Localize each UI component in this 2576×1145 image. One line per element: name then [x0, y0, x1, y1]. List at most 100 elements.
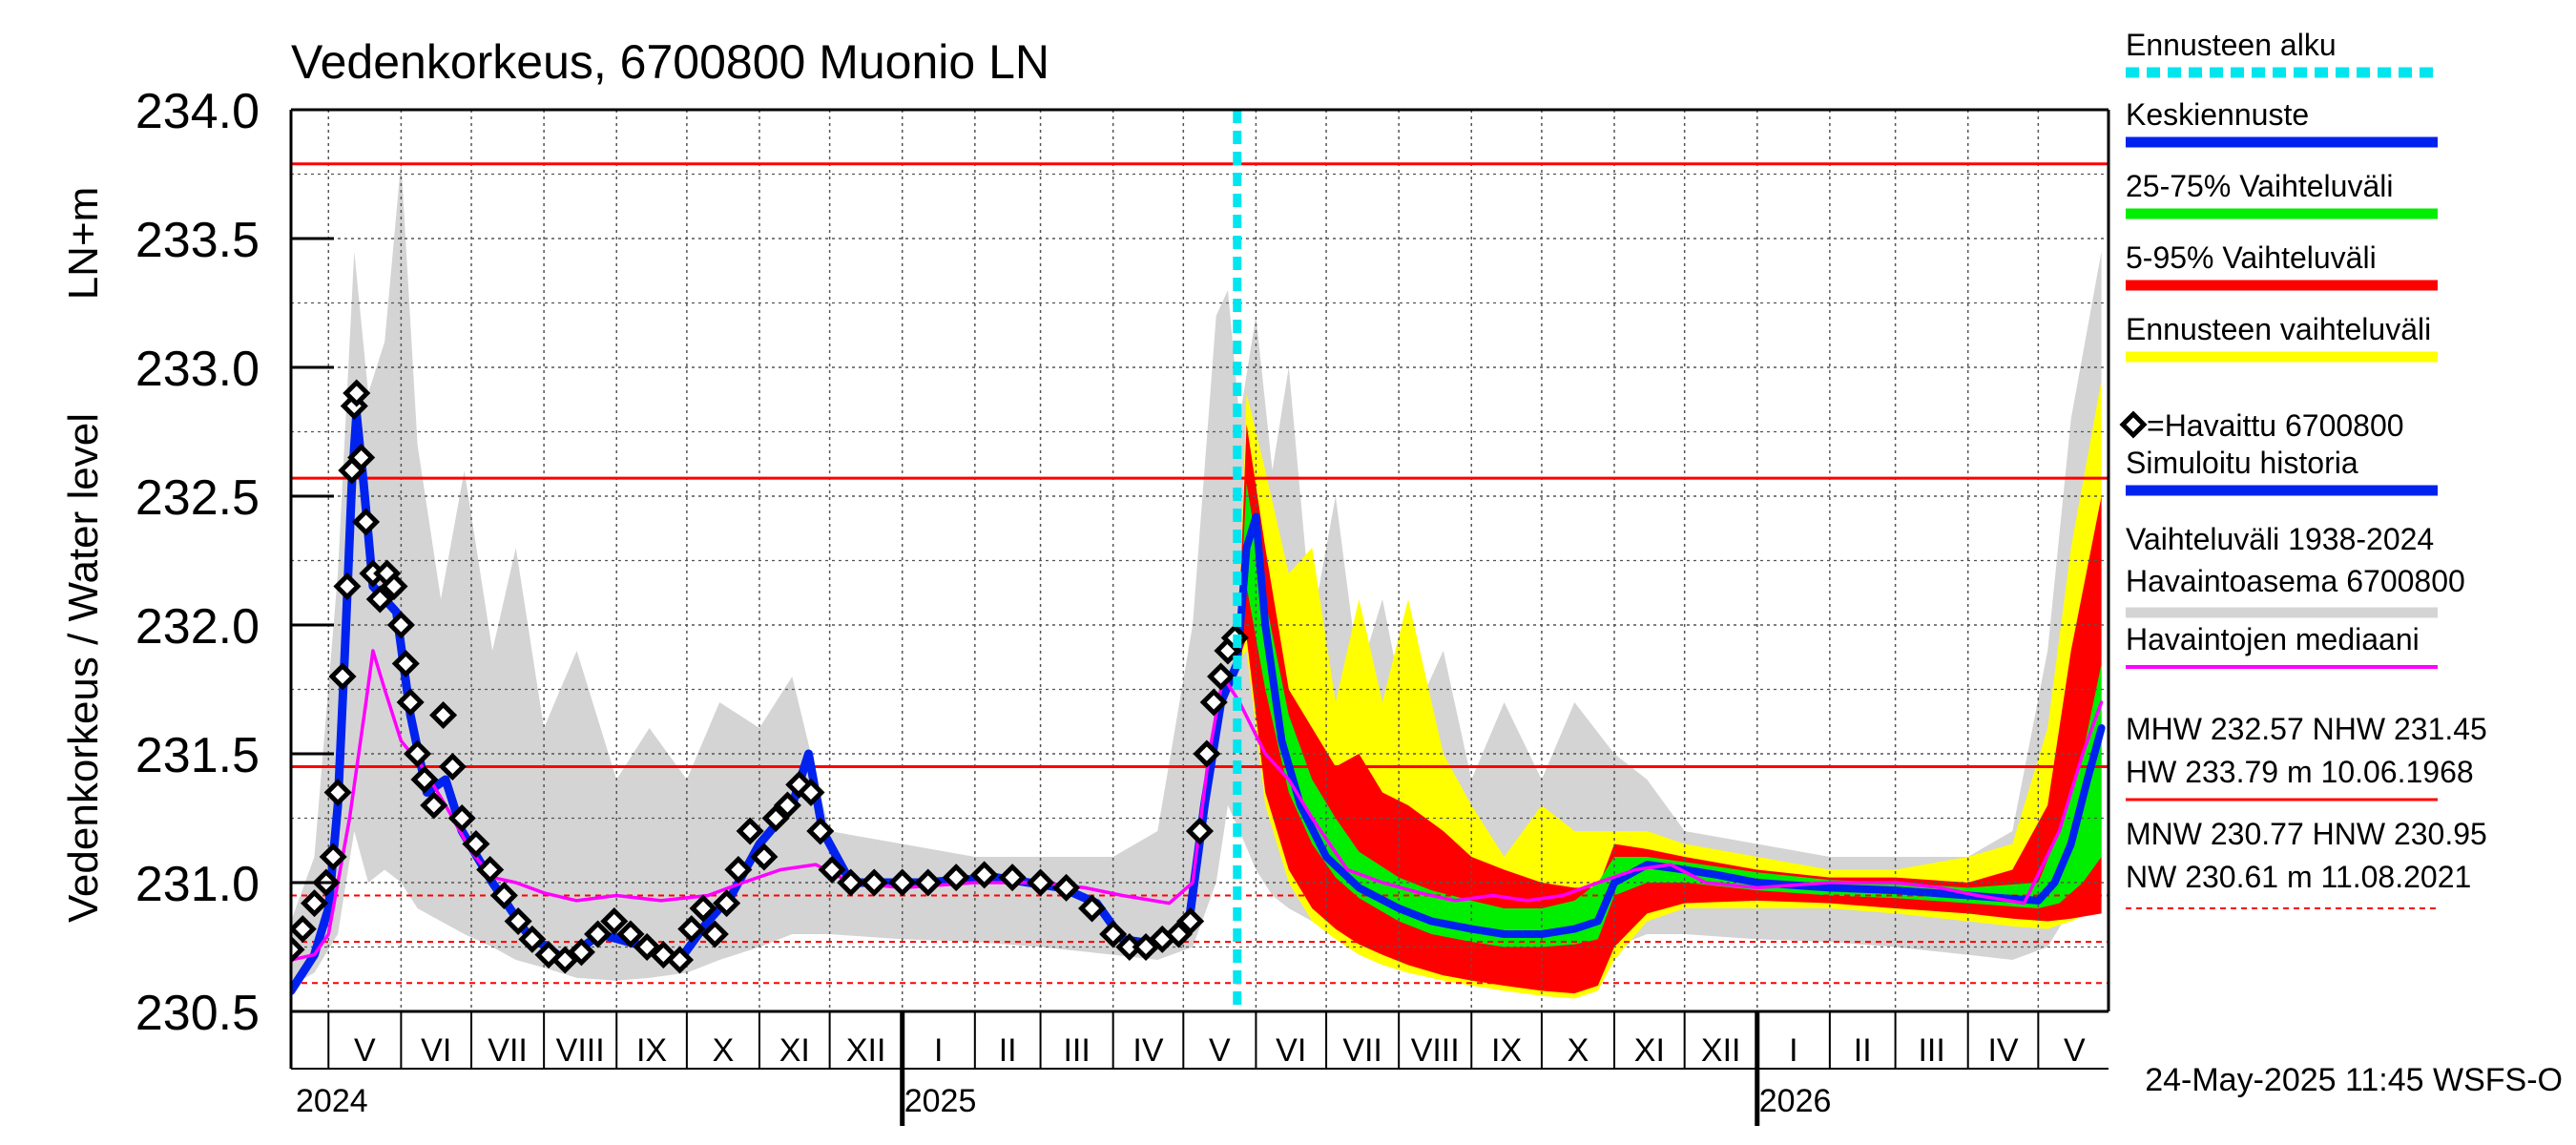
x-month-label-22: III [1918, 1032, 1944, 1069]
observed-point-51 [806, 817, 835, 845]
legend-stats-0: MHW 232.57 NHW 231.45 [2126, 712, 2487, 746]
x-year-label-2: 2026 [1759, 1083, 1832, 1119]
observed-point-30 [518, 925, 547, 953]
observed-point-27 [476, 855, 505, 885]
y-tick-label-0: 230.5 [135, 986, 260, 1041]
x-month-label-12: V [1209, 1032, 1231, 1069]
observed-point-17 [386, 611, 415, 639]
observed-point-29 [504, 906, 532, 936]
x-month-label-14: VII [1342, 1032, 1382, 1069]
x-month-label-3: VIII [556, 1032, 605, 1069]
observed-point-50 [797, 778, 825, 807]
x-year-label-1: 2025 [904, 1083, 977, 1119]
x-month-label-24: V [2064, 1032, 2086, 1069]
observed-point-52 [818, 855, 846, 885]
observed-point-24 [438, 752, 467, 781]
observed-point-71 [1199, 688, 1228, 717]
y-axis-label: Vedenkorkeus / Water level [60, 413, 107, 923]
observed-point-35 [600, 906, 629, 936]
observed-point-2 [301, 889, 329, 918]
axes: 230.5 231.0 231.5 232.0 232.5 233.0 233.5 234.0… [135, 84, 2109, 1126]
x-month-label-19: XII [1701, 1032, 1741, 1069]
observed-point-67 [1164, 920, 1193, 948]
x-month-label-9: II [999, 1032, 1017, 1069]
chart-title: Vedenkorkeus, 6700800 Muonio LN [291, 35, 1049, 89]
x-month-label-10: III [1063, 1032, 1090, 1069]
x-month-label-11: IV [1132, 1032, 1163, 1069]
observed-point-60 [1027, 868, 1055, 897]
legend-label-7: Vaihteluväli 1938-2024 [2126, 522, 2434, 556]
plot-frame [289, 108, 2110, 1069]
x-month-label-21: II [1854, 1032, 1872, 1069]
x-month-label-18: XI [1634, 1032, 1665, 1069]
observed-point-44 [724, 855, 753, 885]
legend-marker-observed [2119, 410, 2148, 439]
x-month-label-13: VI [1276, 1032, 1306, 1069]
legend-label-0: Ennusteen alku [2126, 28, 2337, 62]
x-month-label-1: VI [421, 1032, 451, 1069]
observed-point-20 [404, 739, 432, 768]
legend-label-3: 5-95% Vaihteluväli [2126, 240, 2377, 275]
observed-point-18 [391, 649, 420, 678]
observed-point-55 [888, 868, 917, 897]
x-month-label-2: VII [488, 1032, 528, 1069]
observed-point-56 [914, 868, 943, 897]
legend-label-4: Ennusteen vaihteluväli [2126, 312, 2431, 346]
observed-point-10 [343, 379, 371, 407]
observed-point-34 [584, 920, 613, 948]
legend-stats-3: NW 230.61 m 11.08.2021 [2126, 860, 2471, 894]
y-axis-unit: LN+m [60, 187, 107, 301]
legend-label-8: Havaintojen mediaani [2126, 622, 2420, 656]
observed-point-53 [837, 868, 865, 897]
band-0 [291, 161, 2102, 986]
x-month-label-16: IX [1491, 1032, 1522, 1069]
x-month-label-17: X [1568, 1032, 1589, 1069]
legend-label-6: Simuloitu historia [2126, 446, 2358, 480]
x-month-label-15: VIII [1411, 1032, 1460, 1069]
observed-point-22 [420, 791, 448, 820]
observed-point-39 [665, 946, 695, 974]
observed-point-61 [1052, 873, 1081, 902]
legend-label2-7: Havaintoasema 6700800 [2126, 564, 2465, 598]
x-month-label-7: XII [846, 1032, 886, 1069]
x-month-label-20: I [1789, 1032, 1797, 1069]
observed-point-41 [689, 894, 717, 923]
observed-point-54 [860, 868, 888, 897]
footer-timestamp: 24-May-2025 11:45 WSFS-O [2145, 1062, 2563, 1098]
observed-point-0 [291, 935, 305, 964]
legend-stats-2: MNW 230.77 HNW 230.95 [2126, 817, 2487, 851]
y-tick-label-6: 233.5 [135, 213, 260, 268]
observed-point-25 [447, 803, 476, 833]
observed-point-16 [380, 572, 408, 601]
y-tick-label-3: 232.0 [135, 599, 260, 655]
observed-point-57 [942, 864, 970, 892]
observed-point-28 [489, 881, 518, 910]
observed-point-19 [396, 688, 425, 717]
observed-point-43 [713, 889, 741, 918]
observed-point-68 [1176, 906, 1205, 936]
legend-stats-1: HW 233.79 m 10.06.1968 [2126, 755, 2474, 789]
observed-point-6 [328, 662, 357, 691]
observed-point-70 [1193, 739, 1221, 768]
observed-point-21 [410, 765, 439, 794]
legend: Ennusteen alku Keskiennuste 25-75% Vaihtel… [2119, 28, 2487, 909]
observed-point-63 [1099, 920, 1128, 948]
x-month-label-8: I [934, 1032, 943, 1069]
x-month-label-6: XI [779, 1032, 810, 1069]
observed-point-47 [761, 803, 790, 833]
x-month-label-4: IX [636, 1032, 667, 1069]
legend-label-2: 25-75% Vaihteluväli [2126, 169, 2393, 203]
x-month-label-0: V [354, 1032, 376, 1069]
observed-point-42 [700, 920, 729, 948]
plot-area [291, 110, 2109, 1011]
legend-label-1: Keskiennuste [2126, 97, 2309, 132]
observed-point-72 [1207, 662, 1236, 691]
observed-point-7 [333, 572, 362, 601]
observed-point-26 [462, 829, 490, 859]
observed-point-36 [616, 920, 645, 948]
x-year-label-0: 2024 [296, 1083, 368, 1119]
observed-point-62 [1078, 894, 1107, 923]
observed-point-58 [970, 861, 999, 889]
observed-point-11 [347, 443, 376, 472]
